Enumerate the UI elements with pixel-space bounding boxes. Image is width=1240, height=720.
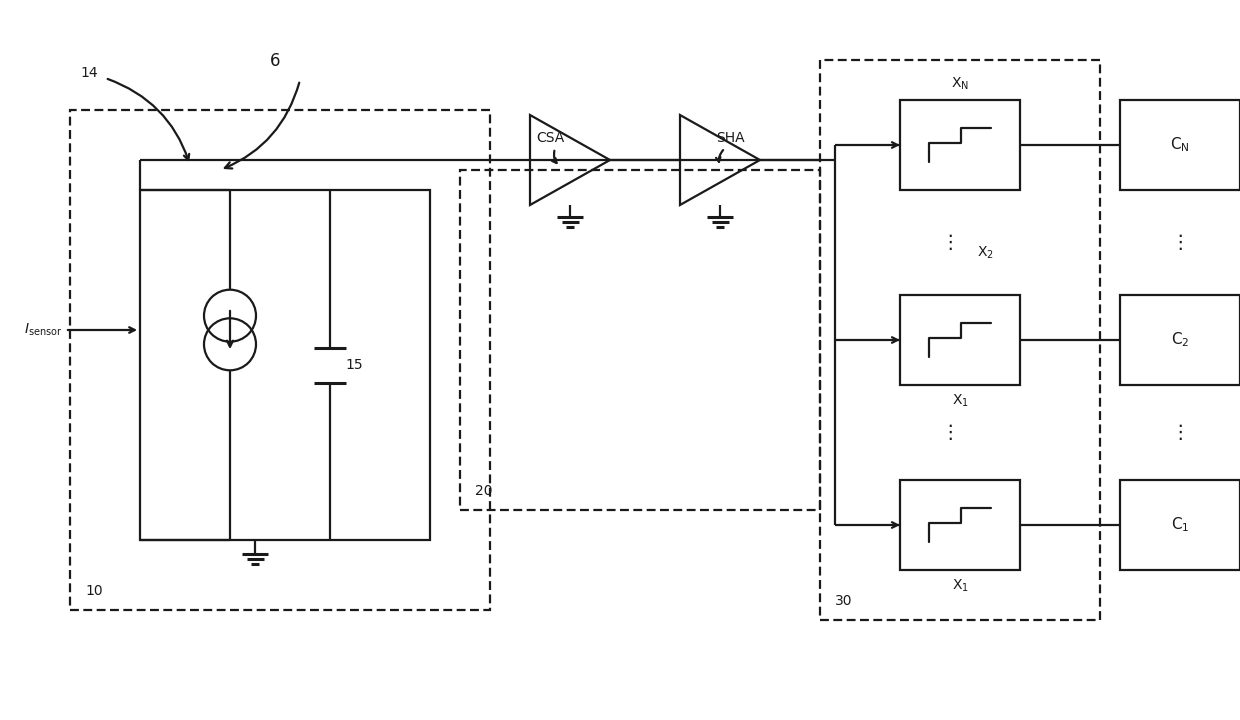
Bar bbox=[1120, 295, 1240, 385]
Text: X$_{\mathregular{1}}$: X$_{\mathregular{1}}$ bbox=[951, 393, 968, 410]
Text: ⋮: ⋮ bbox=[1171, 423, 1189, 442]
Text: 30: 30 bbox=[835, 594, 853, 608]
Bar bbox=[900, 100, 1021, 190]
Text: 14: 14 bbox=[81, 66, 98, 80]
Text: ⋮: ⋮ bbox=[1171, 233, 1189, 252]
Text: 15: 15 bbox=[345, 358, 362, 372]
Text: C$_{\mathregular{N}}$: C$_{\mathregular{N}}$ bbox=[1171, 135, 1190, 154]
Text: ⋮: ⋮ bbox=[940, 233, 960, 252]
Text: X$_{\mathregular{1}}$: X$_{\mathregular{1}}$ bbox=[951, 578, 968, 595]
Text: $I_{\rm sensor}$: $I_{\rm sensor}$ bbox=[24, 322, 62, 338]
Text: 10: 10 bbox=[86, 584, 103, 598]
Text: CSA: CSA bbox=[536, 131, 564, 145]
Bar bbox=[1120, 100, 1240, 190]
Bar bbox=[900, 480, 1021, 570]
Text: ⋮: ⋮ bbox=[940, 423, 960, 442]
Text: X$_{\mathregular{2}}$: X$_{\mathregular{2}}$ bbox=[977, 244, 993, 261]
Text: C$_{\mathregular{2}}$: C$_{\mathregular{2}}$ bbox=[1171, 330, 1189, 349]
Text: SHA: SHA bbox=[715, 131, 744, 145]
Bar bbox=[69, 110, 490, 610]
Bar bbox=[900, 295, 1021, 385]
Text: X$_{\mathregular{N}}$: X$_{\mathregular{N}}$ bbox=[951, 76, 968, 92]
Text: 20: 20 bbox=[475, 484, 492, 498]
Bar bbox=[140, 190, 430, 540]
Bar bbox=[820, 60, 1100, 620]
Text: C$_{\mathregular{1}}$: C$_{\mathregular{1}}$ bbox=[1171, 516, 1189, 534]
Bar bbox=[1120, 480, 1240, 570]
Text: 6: 6 bbox=[270, 52, 280, 70]
Bar bbox=[460, 170, 820, 510]
